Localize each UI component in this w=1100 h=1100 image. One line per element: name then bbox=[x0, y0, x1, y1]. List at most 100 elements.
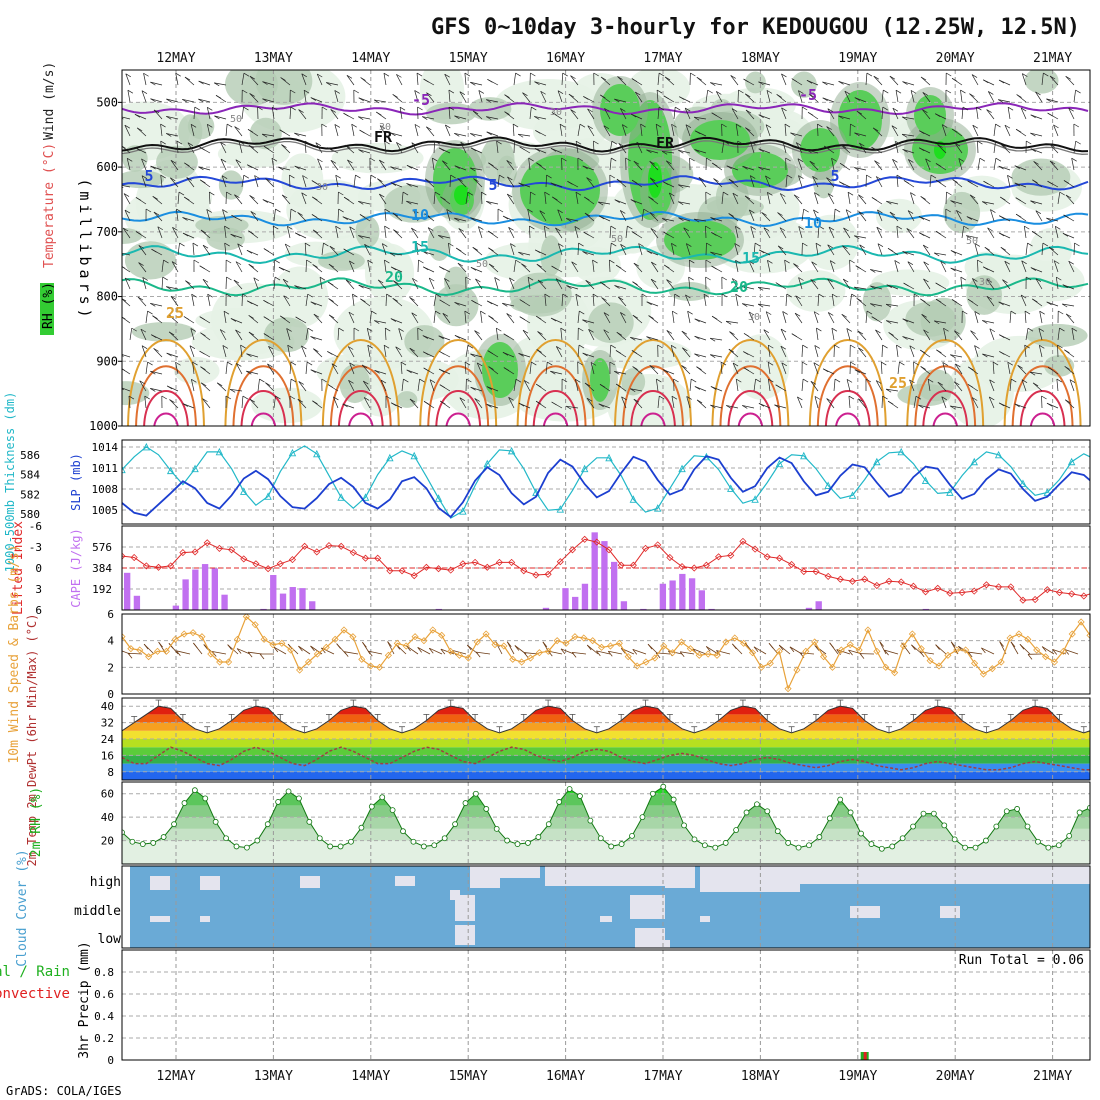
wind-barb-flag bbox=[588, 329, 594, 333]
wind-barb-flag bbox=[280, 315, 286, 320]
wind-barb bbox=[813, 209, 819, 222]
rh2m-point bbox=[983, 837, 989, 844]
wind-barb-flag bbox=[281, 144, 287, 148]
cloud-gap bbox=[395, 876, 415, 886]
wind-barb-10m bbox=[981, 647, 995, 655]
wind-barb-flag bbox=[730, 75, 736, 79]
wind-barb-flag bbox=[631, 78, 638, 82]
wind-barb bbox=[969, 194, 979, 205]
wind-barb bbox=[937, 381, 947, 392]
wind-barb-flag bbox=[521, 263, 527, 268]
wind-speed-point bbox=[970, 659, 979, 667]
wind-barb-flag bbox=[734, 243, 740, 247]
lifted-index-point bbox=[264, 565, 272, 573]
wind-barb-flag bbox=[279, 129, 285, 134]
wind-barb-10m-flag bbox=[632, 649, 638, 655]
rh-blob-light bbox=[251, 387, 323, 424]
wind-barb bbox=[758, 148, 771, 154]
wind-barb-flag bbox=[522, 329, 529, 334]
wind-barb bbox=[470, 386, 483, 392]
wind-barb-flag bbox=[923, 261, 929, 266]
rh2m-tick: 40 bbox=[101, 811, 114, 824]
wind-barb-10m bbox=[212, 651, 227, 655]
lifted-tick: 6 bbox=[35, 604, 42, 617]
wind-barb-flag bbox=[275, 395, 281, 400]
wind-barb-flag bbox=[952, 179, 958, 183]
wind-barb bbox=[1054, 226, 1059, 239]
panel8-grid bbox=[122, 950, 1090, 1060]
wind-barb-flag bbox=[559, 123, 566, 128]
wind-barb-10m-flag bbox=[362, 641, 367, 648]
wind-barb-flag bbox=[758, 148, 764, 153]
wind-barb-flag bbox=[671, 123, 677, 128]
wind-barb-flag bbox=[758, 403, 765, 407]
cape-bar bbox=[698, 590, 705, 610]
wind-barb bbox=[561, 73, 564, 86]
wind-barb bbox=[815, 243, 819, 256]
wind-barb-flag bbox=[238, 141, 245, 145]
wind-barb-flag bbox=[979, 157, 986, 162]
wind-barb-flag bbox=[562, 293, 568, 298]
wind-barb-flag bbox=[123, 227, 129, 232]
wind-barb-flag bbox=[150, 81, 156, 86]
wind-barb-flag bbox=[413, 209, 419, 214]
wind-barb-flag bbox=[732, 278, 738, 282]
wind-speed-point bbox=[997, 658, 1005, 666]
wind-barb-flag bbox=[777, 245, 784, 250]
wind-barb-flag bbox=[1039, 345, 1045, 349]
wind-barb-flag bbox=[853, 286, 860, 291]
wind-barb-flag bbox=[192, 361, 198, 366]
wind-barb bbox=[575, 192, 579, 205]
wind-barb-flag bbox=[1075, 140, 1081, 145]
wind-barb-flag bbox=[392, 94, 398, 98]
wind-barb-flag bbox=[609, 174, 616, 179]
cape-bar bbox=[279, 593, 287, 610]
wind-barb-10m-flag bbox=[287, 643, 293, 650]
cape-bar bbox=[133, 595, 141, 610]
wind-barb-flag bbox=[614, 371, 620, 375]
lifted-index-point bbox=[313, 548, 321, 556]
wind-barb bbox=[582, 251, 595, 256]
wind-barb-flag bbox=[1026, 140, 1032, 145]
lifted-index-point bbox=[215, 544, 223, 552]
slp-tick: 1011 bbox=[92, 462, 119, 475]
wind-barb bbox=[313, 313, 323, 324]
rh-blob-mid bbox=[156, 145, 198, 179]
cloud-gap bbox=[455, 925, 475, 945]
wind-barb-flag bbox=[854, 235, 860, 240]
wind-barb-flag bbox=[503, 367, 510, 371]
thickness-point bbox=[824, 481, 832, 489]
wind-barb-flag bbox=[225, 293, 232, 298]
lifted-index-point bbox=[775, 554, 784, 562]
wind-barb bbox=[785, 294, 788, 307]
wind-barb-flag bbox=[661, 150, 668, 155]
wind-barb-flag bbox=[536, 263, 543, 268]
wind-barb bbox=[992, 362, 995, 375]
wind-barb-flag bbox=[379, 159, 385, 164]
wind-barb bbox=[426, 92, 435, 103]
wind-barb bbox=[442, 313, 451, 324]
wind-barb bbox=[187, 142, 195, 154]
wind-barb bbox=[673, 294, 676, 307]
wind-barb-flag bbox=[359, 129, 365, 134]
wind-barb bbox=[587, 108, 595, 120]
wind-barb-flag bbox=[534, 116, 540, 120]
wind-barb bbox=[513, 140, 515, 154]
wind-barb bbox=[566, 405, 579, 409]
wind-barb bbox=[790, 132, 803, 137]
wind-speed-point bbox=[917, 645, 925, 653]
rh2m-point bbox=[1066, 832, 1073, 839]
wind-barb-flag bbox=[920, 298, 926, 303]
wind-barb bbox=[577, 124, 581, 137]
wind-barb bbox=[454, 115, 467, 120]
slp-tick: 1014 bbox=[92, 441, 119, 454]
wind-barb bbox=[986, 296, 995, 307]
wind-barb-flag bbox=[1014, 165, 1020, 169]
wind-barb bbox=[748, 260, 755, 273]
wind-barb bbox=[513, 260, 517, 273]
rh2m-point bbox=[577, 793, 583, 799]
wind-barb-flag bbox=[139, 380, 145, 385]
rh2m-point bbox=[816, 834, 823, 840]
wind-barb bbox=[193, 107, 196, 120]
